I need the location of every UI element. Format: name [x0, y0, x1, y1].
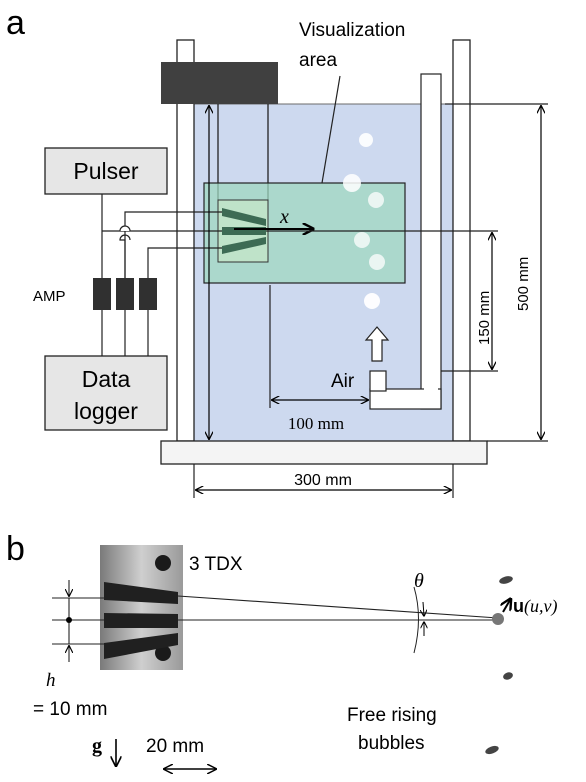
bubbles	[343, 133, 385, 309]
amp-1	[93, 278, 111, 310]
visualization-label-1: Visualization	[299, 20, 405, 41]
amp-3	[139, 278, 157, 310]
panel-b-letter: b	[6, 530, 25, 568]
h-dimension	[52, 580, 104, 662]
free-rising-bubbles	[485, 576, 513, 755]
data-logger-box	[44, 355, 168, 431]
velocity-label: u(u,v)	[513, 596, 557, 617]
tdx-element-2	[104, 613, 178, 628]
tdx-element-3	[104, 633, 178, 659]
air-pipe-horizontal	[369, 388, 442, 410]
amp-label: AMP	[33, 288, 66, 305]
air-nozzle	[369, 370, 387, 392]
tank-base	[160, 440, 488, 465]
dim-500-label: 500 mm	[515, 257, 532, 311]
screw-hole-bottom	[155, 645, 171, 661]
transducer-3	[222, 237, 266, 254]
free-rising-label-2: bubbles	[358, 733, 425, 754]
h-value: = 10 mm	[33, 699, 107, 720]
visualization-label-2: area	[299, 50, 337, 71]
x-axis-label: x	[279, 206, 289, 228]
velocity-args: (u,v)	[524, 596, 557, 617]
velocity-symbol: u	[513, 596, 524, 616]
panel-a-letter: a	[6, 4, 25, 42]
beam-line-1	[177, 595, 499, 619]
tdx-element-1	[104, 582, 178, 604]
pulser-label: Pulser	[73, 158, 139, 184]
data-logger-label-1: Data	[82, 366, 131, 392]
visualization-leader	[321, 75, 341, 184]
tdx-label: 3 TDX	[189, 554, 243, 575]
air-pipe-vertical	[420, 73, 442, 410]
scale-label: 20 mm	[146, 736, 204, 757]
data-logger-label-2: logger	[74, 398, 138, 424]
screw-hole-top	[155, 555, 171, 571]
transducer-1	[222, 208, 266, 226]
air-up-arrow	[364, 326, 390, 362]
dim-300-label: 300 mm	[294, 472, 352, 489]
theta-arc	[413, 586, 419, 654]
amp-2	[116, 278, 134, 310]
theta-label: θ	[414, 570, 424, 592]
tank-right-wall	[452, 39, 471, 442]
dim-150-label: 150 mm	[476, 291, 493, 345]
panel-b: b 3 TDX h = 10 mm θ u	[6, 530, 557, 769]
panel-a: a A	[6, 4, 548, 498]
free-rising-label-1: Free rising	[347, 705, 437, 726]
dim-100-label: 100 mm	[288, 414, 344, 433]
measured-bubble	[492, 613, 504, 625]
air-label: Air	[331, 371, 355, 392]
pulser-box	[44, 147, 168, 195]
gravity-label: g	[92, 735, 102, 757]
velocity-arrow	[503, 600, 510, 613]
h-label: h	[46, 670, 56, 691]
holder-block	[161, 62, 278, 104]
